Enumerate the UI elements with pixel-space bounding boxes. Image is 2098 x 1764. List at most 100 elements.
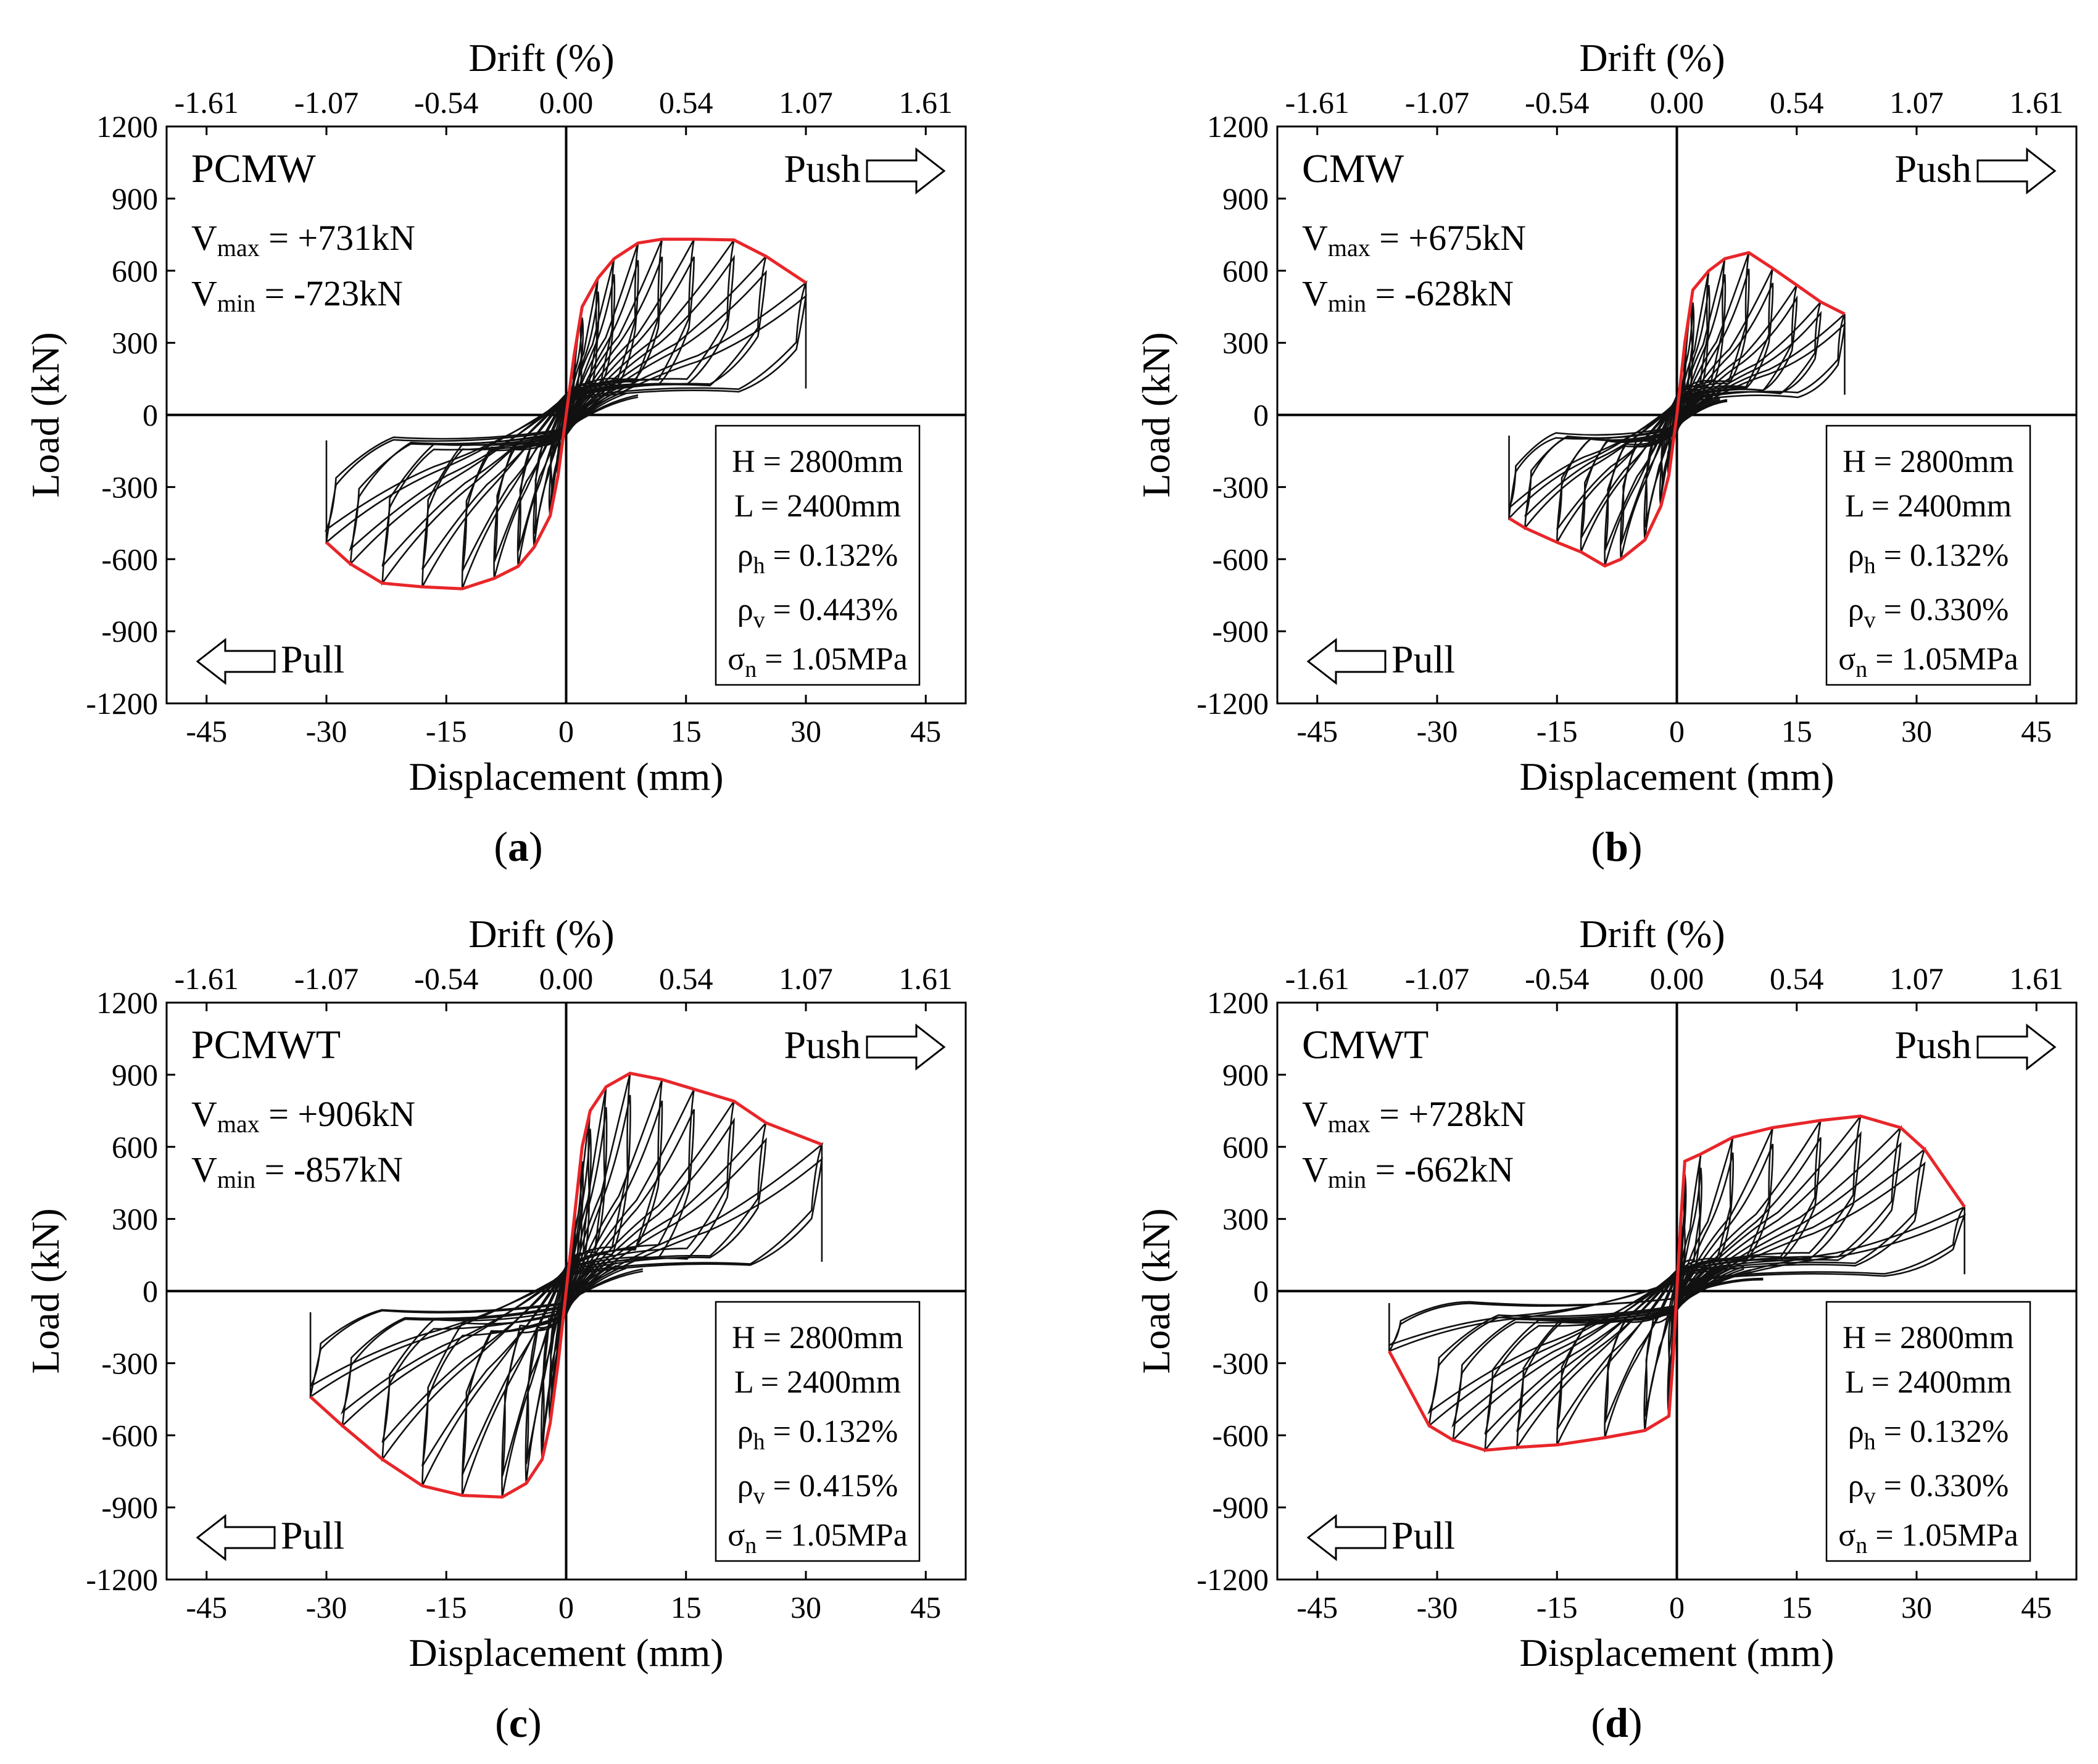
parameter-box xyxy=(715,1301,921,1562)
param-l: L = 2400mm xyxy=(734,1365,901,1400)
y-tick-label: -1200 xyxy=(1196,1562,1269,1597)
x-tick-label: 45 xyxy=(2021,714,2052,748)
x2-tick-label: -1.07 xyxy=(294,85,359,120)
top-axis-title: Drift (%) xyxy=(1579,912,1725,956)
param-l: L = 2400mm xyxy=(1845,489,2012,524)
param-l-value: 2400mm xyxy=(787,1365,901,1400)
x-tick-label: -15 xyxy=(1536,714,1578,748)
panel-caption-c: (c) xyxy=(495,1699,542,1746)
top-axis-title: Drift (%) xyxy=(468,912,614,956)
param-h-value: 2800mm xyxy=(789,1320,903,1356)
push-arrow-icon xyxy=(866,1023,946,1071)
x-tick-label: 30 xyxy=(790,1590,821,1625)
specimen-name: CMW xyxy=(1302,146,1404,191)
pull-label: Pull xyxy=(1391,1513,1455,1557)
x-axis-title: Displacement (mm) xyxy=(1519,1631,1834,1675)
x-axis-title: Displacement (mm) xyxy=(1519,755,1834,798)
x2-tick-label: 1.61 xyxy=(2010,961,2064,996)
envelope-positive xyxy=(1675,251,1846,415)
param-rho_v: ρv = 0.330% xyxy=(1848,1468,2009,1509)
y-tick-label: 1200 xyxy=(1207,985,1269,1020)
param-rho_h-value: 0.132% xyxy=(799,1414,898,1449)
y-tick-label: 300 xyxy=(1222,326,1269,360)
x2-tick-label: -1.61 xyxy=(175,961,239,996)
x-tick-label: -30 xyxy=(1417,1590,1458,1625)
x2-tick-label: -1.07 xyxy=(1405,85,1469,120)
push-arrow-icon xyxy=(1976,1023,2057,1071)
panel-caption-a: (a) xyxy=(494,823,542,870)
y-tick-label: 0 xyxy=(1253,398,1269,433)
y-tick-label: -300 xyxy=(1212,470,1269,504)
param-rho_h-value: 0.132% xyxy=(799,538,898,573)
x2-tick-label: 0.00 xyxy=(1650,85,1704,120)
x2-tick-label: 0.00 xyxy=(1650,961,1704,996)
x2-tick-label: -0.54 xyxy=(414,961,478,996)
x-tick-label: 15 xyxy=(671,714,702,748)
param-h-value: 2800mm xyxy=(789,444,903,479)
x2-tick-label: 0.54 xyxy=(1770,961,1824,996)
x2-tick-label: -0.54 xyxy=(1525,961,1589,996)
x2-tick-label: -1.61 xyxy=(1285,961,1350,996)
parameter-box xyxy=(1825,424,2031,686)
param-rho_h-value: 0.132% xyxy=(1910,1414,2009,1449)
envelope-negative xyxy=(325,415,568,590)
param-h: H = 2800mm xyxy=(1843,1320,2014,1356)
param-h: H = 2800mm xyxy=(1843,444,2014,479)
param-sigma_n-value: 1.05MPa xyxy=(791,1518,908,1553)
param-rho_v-value: 0.443% xyxy=(799,592,898,627)
pull-arrow-icon xyxy=(196,637,276,685)
hysteresis-loop xyxy=(421,1109,695,1467)
y-tick-label: -600 xyxy=(1212,542,1269,576)
y-tick-label: -900 xyxy=(101,614,158,648)
x-axis-title: Displacement (mm) xyxy=(408,1631,723,1675)
param-rho_h: ρh = 0.132% xyxy=(1848,1414,2009,1455)
param-rho_v-value: 0.330% xyxy=(1910,592,2009,627)
y-tick-label: -300 xyxy=(101,470,158,504)
hysteresis-loop xyxy=(309,1142,824,1399)
x-tick-label: -45 xyxy=(186,714,227,748)
param-sigma_n: σn = 1.05MPa xyxy=(728,1518,908,1559)
hysteresis-loops xyxy=(1388,1116,1967,1453)
y-tick-label: 900 xyxy=(112,181,158,216)
y-axis-title: Load (kN) xyxy=(23,1208,67,1373)
y-tick-label: 1200 xyxy=(96,109,158,144)
param-sigma_n-value: 1.05MPa xyxy=(791,642,908,677)
y-tick-label: 300 xyxy=(112,1202,158,1236)
x2-tick-label: -1.61 xyxy=(1285,85,1350,120)
push-label: Push xyxy=(1895,1023,1972,1067)
y-axis-title: Load (kN) xyxy=(1134,1208,1178,1373)
x-tick-label: 30 xyxy=(790,714,821,748)
param-sigma_n-value: 1.05MPa xyxy=(1902,1518,2018,1553)
vmin-label: Vmin = -662kN xyxy=(1302,1149,1514,1193)
x-tick-label: -30 xyxy=(306,1590,347,1625)
x2-tick-label: -1.61 xyxy=(175,85,239,120)
hysteresis-loops xyxy=(324,239,808,589)
envelope-positive xyxy=(565,1071,823,1291)
hysteresis-loops xyxy=(309,1073,824,1497)
param-rho_h: ρh = 0.132% xyxy=(1848,538,2009,579)
hysteresis-loop xyxy=(309,1157,823,1387)
pull-arrow-icon xyxy=(1306,1513,1387,1562)
y-tick-label: 600 xyxy=(112,254,158,288)
param-rho_h: ρh = 0.132% xyxy=(737,1414,898,1455)
x-tick-label: 0 xyxy=(558,714,574,748)
hysteresis-loop xyxy=(1484,1130,1862,1435)
param-sigma_n-value: 1.05MPa xyxy=(1902,642,2018,677)
hysteresis-loop xyxy=(1388,1214,1967,1346)
x-tick-label: 15 xyxy=(671,1590,702,1625)
param-sigma_n: σn = 1.05MPa xyxy=(1838,642,2018,682)
panel-caption-b: (b) xyxy=(1591,823,1642,870)
x2-tick-label: 1.07 xyxy=(1889,85,1944,120)
x2-tick-label: 1.07 xyxy=(779,85,833,120)
x-tick-label: 15 xyxy=(1781,714,1812,748)
param-rho_v: ρv = 0.330% xyxy=(1848,592,2009,633)
parameter-box xyxy=(1825,1301,2031,1562)
x-tick-label: 15 xyxy=(1781,1590,1812,1625)
x-tick-label: -15 xyxy=(426,714,467,748)
x-tick-label: 45 xyxy=(2021,1590,2052,1625)
push-arrow-icon xyxy=(1976,147,2057,195)
y-tick-label: -600 xyxy=(1212,1418,1269,1452)
